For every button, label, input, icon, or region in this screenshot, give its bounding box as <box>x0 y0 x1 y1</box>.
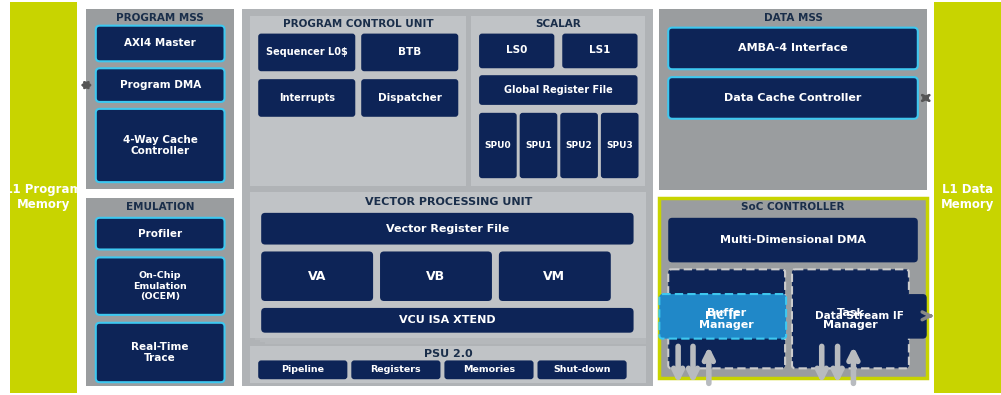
Bar <box>250 192 647 338</box>
Bar <box>10 2 77 393</box>
Text: SCALAR: SCALAR <box>536 19 582 29</box>
FancyBboxPatch shape <box>96 68 224 102</box>
Text: BTB: BTB <box>398 47 421 57</box>
Text: VM: VM <box>544 270 566 283</box>
Text: PSU 2.0: PSU 2.0 <box>424 350 472 359</box>
Text: LS0: LS0 <box>507 45 528 55</box>
Bar <box>660 198 927 378</box>
Text: Program DMA: Program DMA <box>119 80 201 90</box>
Bar <box>265 198 647 344</box>
FancyBboxPatch shape <box>258 34 355 71</box>
Text: SPU3: SPU3 <box>607 141 633 150</box>
FancyBboxPatch shape <box>96 26 224 61</box>
Bar <box>250 16 466 186</box>
Text: SPU1: SPU1 <box>526 141 552 150</box>
Text: Dispatcher: Dispatcher <box>377 93 441 103</box>
Text: VA: VA <box>307 270 326 283</box>
FancyBboxPatch shape <box>361 79 458 117</box>
FancyBboxPatch shape <box>520 113 558 178</box>
Text: Data Cache Controller: Data Cache Controller <box>725 93 862 103</box>
Text: Interrupts: Interrupts <box>278 93 334 103</box>
FancyBboxPatch shape <box>538 360 627 379</box>
FancyBboxPatch shape <box>498 252 611 301</box>
FancyBboxPatch shape <box>669 269 785 369</box>
FancyBboxPatch shape <box>96 109 224 182</box>
Text: Data Stream IF: Data Stream IF <box>815 311 904 321</box>
Text: Multi-Dimensional DMA: Multi-Dimensional DMA <box>720 235 866 245</box>
Text: FIC IF: FIC IF <box>705 311 740 321</box>
Text: Buffer
Manager: Buffer Manager <box>700 308 754 329</box>
Text: SPU0: SPU0 <box>484 141 512 150</box>
FancyBboxPatch shape <box>479 113 517 178</box>
FancyBboxPatch shape <box>96 258 224 315</box>
Text: Sequencer L0$: Sequencer L0$ <box>266 47 347 57</box>
FancyBboxPatch shape <box>563 34 638 68</box>
Text: On-Chip
Emulation
(OCEM): On-Chip Emulation (OCEM) <box>133 271 187 301</box>
FancyBboxPatch shape <box>660 294 786 339</box>
FancyBboxPatch shape <box>258 360 347 379</box>
FancyBboxPatch shape <box>96 218 224 250</box>
FancyBboxPatch shape <box>380 252 491 301</box>
FancyBboxPatch shape <box>261 308 634 333</box>
Text: PROGRAM CONTROL UNIT: PROGRAM CONTROL UNIT <box>283 19 433 29</box>
Text: VB: VB <box>426 270 445 283</box>
FancyBboxPatch shape <box>479 34 555 68</box>
Text: LS1: LS1 <box>590 45 611 55</box>
Text: Pipeline: Pipeline <box>281 365 324 374</box>
Text: VCU ISA XTEND: VCU ISA XTEND <box>399 315 495 325</box>
Text: SPU2: SPU2 <box>566 141 593 150</box>
Text: Registers: Registers <box>370 365 421 374</box>
FancyBboxPatch shape <box>561 113 598 178</box>
Text: Task
Manager: Task Manager <box>823 308 878 329</box>
FancyBboxPatch shape <box>261 252 373 301</box>
Bar <box>250 346 647 383</box>
Bar <box>242 9 654 386</box>
Bar <box>260 196 647 342</box>
Text: Memories: Memories <box>462 365 516 374</box>
Bar <box>86 198 234 386</box>
Text: AMBA-4 Interface: AMBA-4 Interface <box>738 43 848 53</box>
Bar <box>86 9 234 189</box>
FancyBboxPatch shape <box>351 360 440 379</box>
Bar <box>255 194 647 340</box>
Text: PROGRAM MSS: PROGRAM MSS <box>116 13 204 23</box>
Text: Global Register File: Global Register File <box>504 85 613 95</box>
Text: Profiler: Profiler <box>138 229 182 239</box>
Text: EMULATION: EMULATION <box>126 202 194 212</box>
Text: L1 Program
Memory: L1 Program Memory <box>5 183 82 211</box>
Text: 4-Way Cache
Controller: 4-Way Cache Controller <box>123 135 197 156</box>
FancyBboxPatch shape <box>479 75 638 105</box>
FancyBboxPatch shape <box>258 79 355 117</box>
FancyBboxPatch shape <box>793 294 927 339</box>
Text: AXI4 Master: AXI4 Master <box>124 38 196 49</box>
Text: Real-Time
Trace: Real-Time Trace <box>131 342 189 363</box>
Text: DATA MSS: DATA MSS <box>764 13 823 23</box>
FancyBboxPatch shape <box>96 323 224 382</box>
FancyBboxPatch shape <box>601 113 639 178</box>
FancyBboxPatch shape <box>669 28 918 69</box>
FancyBboxPatch shape <box>669 218 918 262</box>
FancyBboxPatch shape <box>261 213 634 245</box>
Text: SoC CONTROLLER: SoC CONTROLLER <box>742 202 845 212</box>
Text: VECTOR PROCESSING UNIT: VECTOR PROCESSING UNIT <box>364 197 533 207</box>
Bar <box>660 9 927 190</box>
Text: L1 Data
Memory: L1 Data Memory <box>941 183 994 211</box>
Text: Vector Register File: Vector Register File <box>385 224 509 234</box>
FancyBboxPatch shape <box>669 77 918 119</box>
Text: Shut-down: Shut-down <box>554 365 611 374</box>
FancyBboxPatch shape <box>361 34 458 71</box>
Bar <box>471 16 646 186</box>
FancyBboxPatch shape <box>792 269 909 369</box>
Bar <box>934 2 1001 393</box>
FancyBboxPatch shape <box>444 360 534 379</box>
